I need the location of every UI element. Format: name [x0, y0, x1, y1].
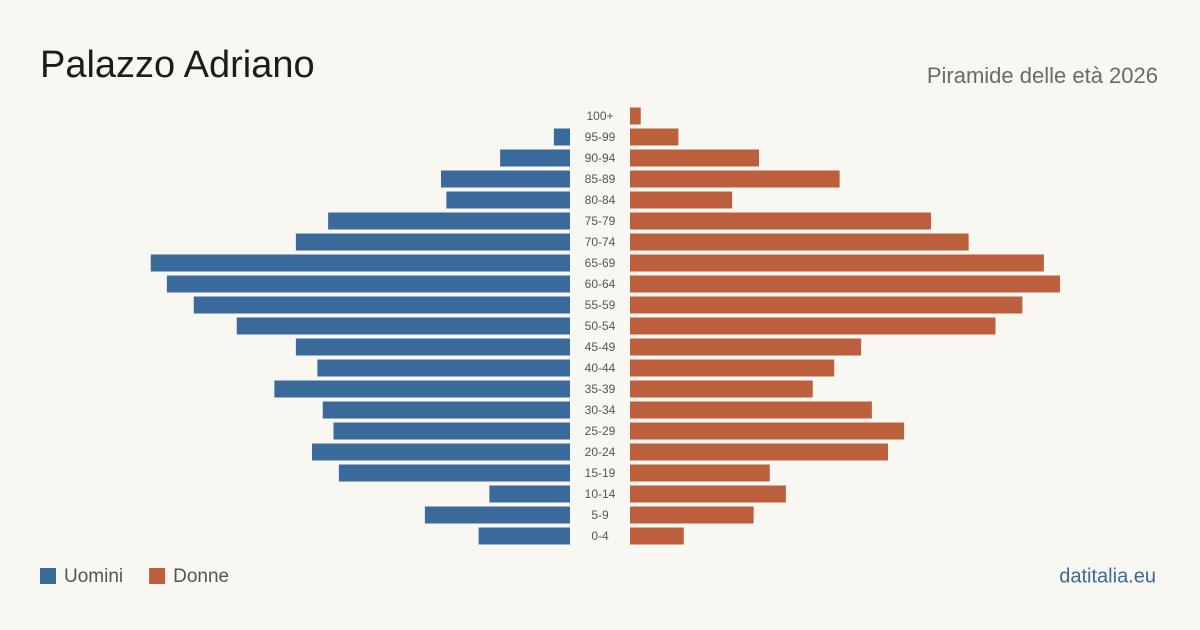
- bar: [630, 212, 931, 230]
- bar: [166, 275, 570, 293]
- bar: [630, 422, 905, 440]
- bar: [630, 170, 840, 188]
- bar: [630, 359, 835, 377]
- bar: [630, 443, 888, 461]
- bar: [630, 506, 754, 524]
- age-label: 35-39: [585, 382, 616, 396]
- bar: [630, 128, 679, 146]
- bar: [630, 464, 770, 482]
- bar: [489, 485, 570, 503]
- legend-swatch: [149, 568, 166, 584]
- bar: [478, 527, 570, 545]
- legend-label: Donne: [173, 566, 229, 587]
- bar: [295, 233, 570, 251]
- age-label: 100+: [586, 109, 613, 123]
- bar: [630, 401, 872, 419]
- bar: [630, 317, 996, 335]
- bar: [317, 359, 570, 377]
- chart-subtitle: Piramide delle età 2026: [927, 63, 1158, 88]
- age-label: 25-29: [585, 424, 616, 438]
- age-label: 10-14: [585, 487, 616, 501]
- bar: [630, 527, 684, 545]
- age-label: 95-99: [585, 130, 616, 144]
- age-label: 40-44: [585, 361, 616, 375]
- bar: [553, 128, 570, 146]
- bar: [312, 443, 570, 461]
- age-label: 30-34: [585, 403, 616, 417]
- bar: [333, 422, 570, 440]
- bar: [424, 506, 570, 524]
- bar: [500, 149, 570, 167]
- bar: [441, 170, 570, 188]
- bar: [630, 254, 1044, 272]
- bar: [236, 317, 570, 335]
- bar: [193, 296, 570, 314]
- age-label: 90-94: [585, 151, 616, 165]
- age-label: 50-54: [585, 319, 616, 333]
- bar: [630, 275, 1060, 293]
- bar: [630, 191, 733, 209]
- age-label: 65-69: [585, 256, 616, 270]
- bar: [630, 296, 1023, 314]
- bar: [630, 149, 759, 167]
- bar: [322, 401, 570, 419]
- bar: [630, 485, 786, 503]
- bar: [630, 233, 969, 251]
- chart-title: Palazzo Adriano: [40, 44, 315, 86]
- age-label: 20-24: [585, 445, 616, 459]
- age-label: 85-89: [585, 172, 616, 186]
- age-label: 75-79: [585, 214, 616, 228]
- bar: [328, 212, 570, 230]
- legend-swatch: [40, 568, 56, 584]
- source: datitalia.eu: [1059, 565, 1156, 587]
- age-label: 5-9: [591, 508, 609, 522]
- bar: [630, 107, 641, 125]
- legend-label: Uomini: [64, 566, 123, 587]
- age-label: 70-74: [585, 235, 616, 249]
- bar: [630, 380, 813, 398]
- age-label: 0-4: [591, 529, 609, 543]
- age-label: 80-84: [585, 193, 616, 207]
- bar: [274, 380, 570, 398]
- bar: [630, 338, 862, 356]
- bar: [295, 338, 570, 356]
- age-label: 45-49: [585, 340, 616, 354]
- bar: [446, 191, 570, 209]
- age-label: 60-64: [585, 277, 616, 291]
- age-label: 55-59: [585, 298, 616, 312]
- age-label: 15-19: [585, 466, 616, 480]
- bar: [338, 464, 570, 482]
- bar: [150, 254, 570, 272]
